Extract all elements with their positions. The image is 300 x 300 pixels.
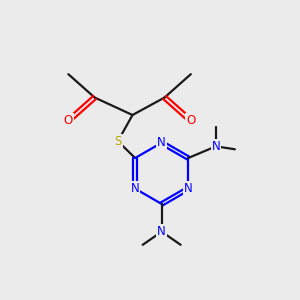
- Text: O: O: [64, 114, 73, 127]
- Text: N: N: [212, 140, 220, 153]
- Text: N: N: [157, 136, 166, 149]
- Text: N: N: [131, 182, 140, 195]
- Text: N: N: [184, 182, 193, 195]
- Text: N: N: [157, 225, 166, 238]
- Text: S: S: [114, 135, 122, 148]
- Text: O: O: [186, 114, 196, 127]
